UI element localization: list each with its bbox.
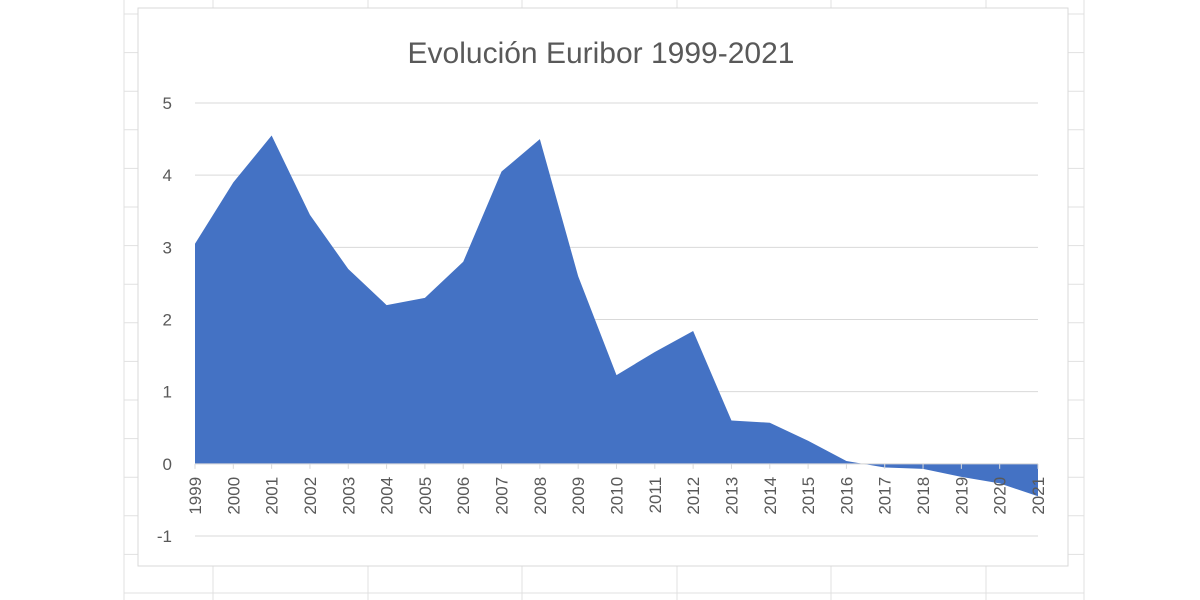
x-tick-label: 2000 xyxy=(224,477,243,515)
data-point-2000[interactable] xyxy=(230,179,236,185)
x-tick-label: 1999 xyxy=(186,477,205,515)
x-tick-label: 2018 xyxy=(914,477,933,515)
x-tick-label: 2009 xyxy=(569,477,588,515)
x-tick-label: 2016 xyxy=(837,477,856,515)
x-tick-label: 2015 xyxy=(799,477,818,515)
y-tick-label: 0 xyxy=(163,455,172,474)
x-tick-label: 2017 xyxy=(876,477,895,515)
x-tick-label: 2012 xyxy=(684,477,703,515)
x-tick-label: 2006 xyxy=(454,477,473,515)
y-tick-label: 4 xyxy=(163,166,172,185)
y-tick-label: 5 xyxy=(163,94,172,113)
data-point-2011[interactable] xyxy=(652,349,658,355)
x-tick-label: 2004 xyxy=(378,477,397,515)
data-point-2013[interactable] xyxy=(728,418,734,424)
x-tick-label: 2007 xyxy=(493,477,512,515)
data-point-2009[interactable] xyxy=(575,273,581,279)
y-tick-label: 3 xyxy=(163,238,172,257)
x-tick-label: 2008 xyxy=(531,477,550,515)
data-point-2014[interactable] xyxy=(767,420,773,426)
data-point-2008[interactable] xyxy=(537,136,543,142)
x-tick-label: 2013 xyxy=(722,477,741,515)
data-point-2006[interactable] xyxy=(460,259,466,265)
x-tick-label: 2010 xyxy=(608,477,627,515)
x-axis: 1999 2000 2001 2002 2003 2004 2005 2006 2007 2008… xyxy=(186,463,1048,515)
data-point-2015[interactable] xyxy=(805,438,811,444)
x-tick-label: 2002 xyxy=(301,477,320,515)
x-tick-label: 2019 xyxy=(952,477,971,515)
data-point-2002[interactable] xyxy=(307,212,313,218)
plot-area xyxy=(192,132,1038,497)
data-point-2012[interactable] xyxy=(690,328,696,334)
chart-title: Evolución Euribor 1999-2021 xyxy=(408,37,795,70)
y-tick-label: 2 xyxy=(163,311,172,330)
x-tick-label: 2001 xyxy=(263,477,282,515)
x-tick-label: 2021 xyxy=(1029,477,1048,515)
y-tick-label: 1 xyxy=(163,383,172,402)
data-point-2003[interactable] xyxy=(345,266,351,272)
data-point-2005[interactable] xyxy=(422,295,428,301)
x-tick-label: 2020 xyxy=(991,477,1010,515)
data-point-2016[interactable] xyxy=(843,458,849,464)
x-tick-label: 2011 xyxy=(646,477,665,514)
data-point-2004[interactable] xyxy=(384,302,390,308)
y-tick-label: -1 xyxy=(157,527,172,546)
euribor-area-series[interactable] xyxy=(195,135,1038,497)
x-tick-label: 2014 xyxy=(761,477,780,515)
x-tick-label: 2003 xyxy=(339,477,358,515)
y-axis: -1 0 1 2 3 4 5 xyxy=(157,94,172,546)
data-point-1999[interactable] xyxy=(192,241,198,247)
x-tick-label: 2005 xyxy=(416,477,435,515)
data-point-2010[interactable] xyxy=(614,372,620,378)
data-point-2001[interactable] xyxy=(269,132,275,138)
data-point-2007[interactable] xyxy=(499,169,505,175)
